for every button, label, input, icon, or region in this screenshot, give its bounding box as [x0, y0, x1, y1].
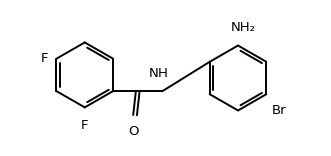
Text: NH₂: NH₂ [230, 21, 256, 34]
Text: F: F [41, 52, 48, 65]
Text: F: F [81, 119, 88, 132]
Text: O: O [128, 125, 139, 138]
Text: Br: Br [272, 104, 287, 117]
Text: H: H [158, 67, 167, 80]
Text: N: N [149, 67, 159, 80]
